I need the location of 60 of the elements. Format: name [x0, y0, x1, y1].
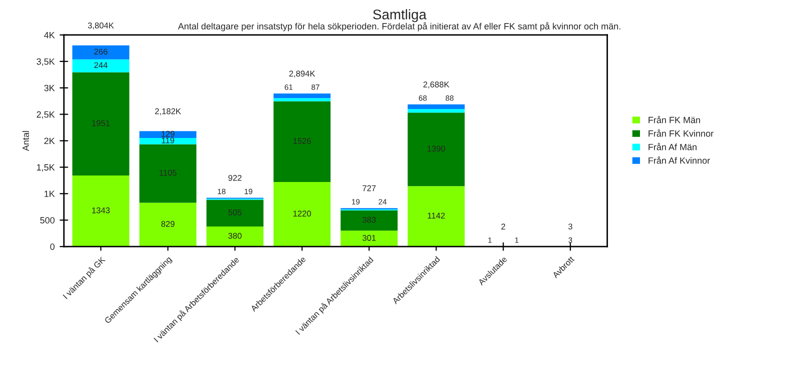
data-label: 1105 — [160, 170, 176, 176]
data-label: 129 — [162, 130, 174, 137]
bar — [206, 200, 264, 226]
data-label: 301 — [362, 234, 376, 241]
bar — [139, 202, 196, 247]
bar — [274, 93, 331, 98]
chart-subtitle: Antal deltagare per insatstyp för hela sökperioden. Fördelat på initierat av Af eller FK samt på kvinnor och män. — [178, 22, 620, 32]
bar — [206, 226, 264, 247]
data-label: 1142 — [428, 212, 445, 219]
total-label: 2,182K — [155, 108, 181, 116]
data-label: 505 — [228, 209, 242, 216]
bar — [72, 45, 130, 60]
bar — [340, 210, 398, 231]
data-label: 1390 — [428, 146, 446, 152]
total-label: 3,804K — [88, 22, 114, 30]
y-tick-label: 1K — [44, 190, 55, 197]
bar — [139, 138, 196, 144]
bar — [72, 176, 130, 247]
data-label: 1220 — [293, 210, 311, 217]
total-label: 2,688K — [423, 82, 450, 88]
y-tick-label: 1,5K — [37, 164, 55, 172]
legend-label: Från Af Män — [648, 142, 697, 150]
data-label: 119 — [162, 137, 174, 144]
bar — [139, 131, 196, 138]
total-label: 727 — [362, 185, 376, 192]
bar — [408, 109, 465, 113]
y-tick-label: 3,5K — [36, 58, 55, 66]
bar — [72, 59, 130, 72]
bar — [408, 104, 465, 110]
bar — [274, 98, 331, 102]
data-label: 1343 — [92, 207, 110, 214]
bar — [340, 230, 398, 247]
legend-label: Från FK Kvinnor — [648, 129, 714, 137]
bar — [274, 101, 331, 182]
data-label: 829 — [161, 220, 174, 227]
y-axis-title: Antal — [22, 131, 29, 152]
total-label: 2,894K — [289, 70, 316, 78]
data-label: 383 — [362, 216, 376, 223]
y-tick-label: 2,5K — [36, 111, 55, 119]
bar — [408, 186, 465, 247]
y-tick-label: 0 — [50, 244, 55, 250]
legend-label: Från Af Kvinnor — [648, 156, 710, 164]
data-label: 3 — [568, 224, 572, 230]
chart-title: Samtliga — [373, 9, 427, 22]
bar — [139, 144, 196, 203]
data-label: 1951 — [92, 120, 110, 126]
bar — [408, 112, 465, 186]
y-tick-label: 4K — [44, 32, 55, 38]
y-tick-label: 3K — [44, 84, 55, 92]
bar — [274, 182, 331, 247]
data-label: 380 — [228, 232, 242, 239]
bar — [72, 72, 130, 176]
total-label: 2 — [501, 224, 506, 230]
data-label: 1526 — [293, 138, 311, 144]
legend-label: Från FK Män — [648, 116, 700, 124]
y-tick-label: 500 — [40, 217, 55, 224]
y-tick-label: 2K — [44, 138, 55, 144]
total-label: 922 — [228, 174, 242, 181]
data-label: 266 — [94, 48, 108, 55]
data-label: 244 — [94, 62, 108, 68]
